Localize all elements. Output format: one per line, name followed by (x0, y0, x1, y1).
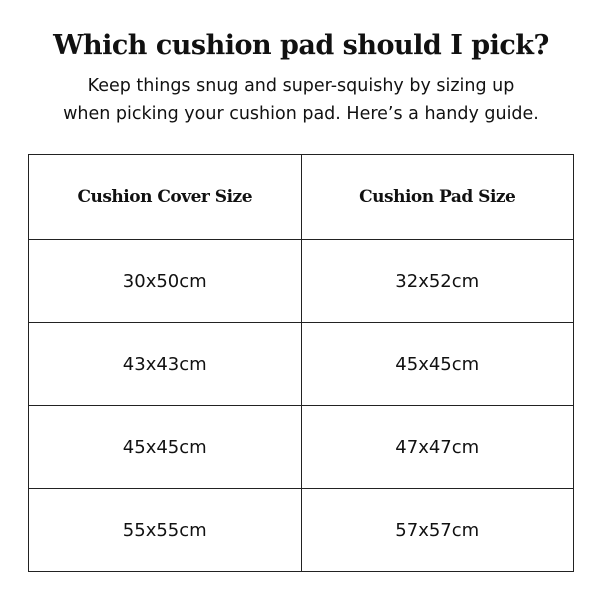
table-row: 30x50cm 32x52cm (28, 239, 574, 323)
size-guide-table: Cushion Cover Size Cushion Pad Size 30x5… (28, 154, 574, 572)
table-row: 55x55cm 57x57cm (28, 488, 574, 572)
pad-size-cell: 47x47cm (300, 405, 574, 489)
cover-size-cell: 30x50cm (28, 239, 302, 323)
table-row: 43x43cm 45x45cm (28, 322, 574, 406)
column-header: Cushion Cover Size (28, 154, 302, 240)
cover-size-cell: 43x43cm (28, 322, 302, 406)
subtitle-line: when picking your cushion pad. Here’s a … (63, 104, 539, 124)
cover-size-cell: 55x55cm (28, 488, 302, 572)
pad-size-cell: 45x45cm (300, 322, 574, 406)
subtitle-line: Keep things snug and super-squishy by si… (87, 76, 515, 96)
pad-size-cell: 32x52cm (300, 239, 574, 323)
page-title: Which cushion pad should I pick? (53, 30, 549, 61)
table-header-row: Cushion Cover Size Cushion Pad Size (28, 154, 574, 240)
table-row: 45x45cm 47x47cm (28, 405, 574, 489)
cover-size-cell: 45x45cm (28, 405, 302, 489)
pad-size-cell: 57x57cm (300, 488, 574, 572)
subtitle: Keep things snug and super-squishy by si… (0, 72, 602, 128)
column-header: Cushion Pad Size (300, 154, 574, 240)
